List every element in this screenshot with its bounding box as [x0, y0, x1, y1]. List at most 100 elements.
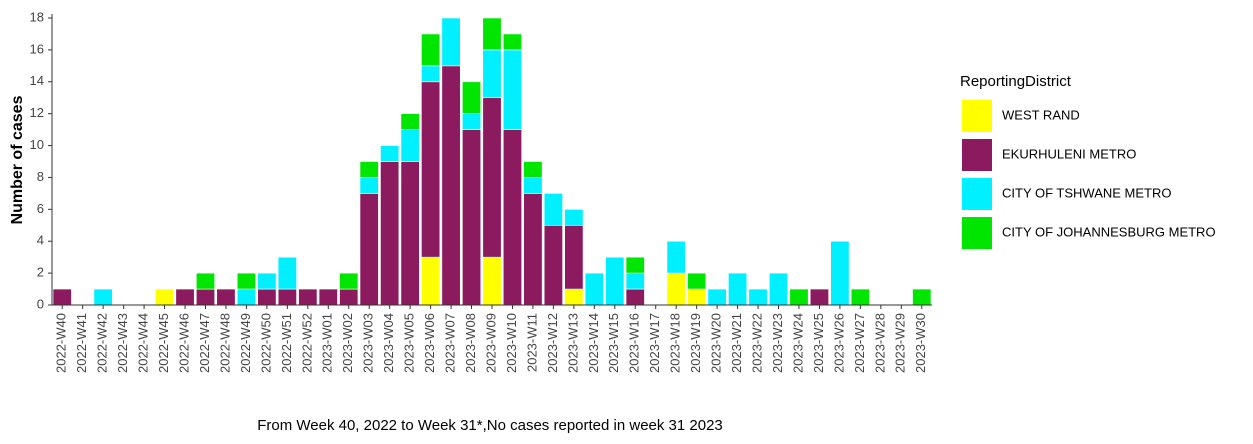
bar-segment: [564, 224, 584, 290]
y-tick-label: 16: [30, 41, 44, 56]
x-tick-label: 2022-W43: [115, 313, 130, 373]
bar-segment: [441, 65, 461, 306]
x-tick-label: 2023-W10: [504, 313, 519, 373]
x-tick-label: 2022-W47: [197, 313, 212, 373]
y-axis-title: Number of cases: [9, 95, 26, 224]
bar-segment: [52, 288, 72, 306]
bar-segment: [400, 129, 420, 162]
bar-segment: [728, 272, 748, 306]
bar-segment: [421, 256, 441, 306]
legend-label: CITY OF TSHWANE METRO: [1002, 185, 1172, 200]
x-tick-label: 2023-W04: [381, 313, 396, 373]
bar-segment: [605, 256, 625, 306]
x-tick-label: 2023-W06: [422, 313, 437, 373]
x-tick-label: 2022-W50: [258, 313, 273, 373]
bar-segment: [666, 272, 686, 306]
x-tick-label: 2023-W05: [402, 313, 417, 373]
x-tick-label: 2022-W49: [238, 313, 253, 373]
x-tick-label: 2022-W46: [176, 313, 191, 373]
bar-segment: [462, 113, 482, 130]
y-tick-label: 6: [37, 201, 44, 216]
x-tick-label: 2022-W44: [136, 313, 151, 373]
bar-segment: [523, 193, 543, 306]
x-tick-label: 2023-W22: [749, 313, 764, 373]
bar-segment: [359, 161, 379, 178]
bar-segment: [175, 288, 195, 306]
x-tick-label: 2023-W26: [831, 313, 846, 373]
x-tick-label: 2023-W25: [811, 313, 826, 373]
bar-segment: [502, 33, 522, 51]
x-tick-label: 2023-W29: [893, 313, 908, 373]
legend-label: EKURHULENI METRO: [1002, 146, 1136, 161]
bar-segment: [564, 288, 584, 306]
bar-segment: [502, 49, 522, 130]
x-tick-label: 2023-W11: [524, 313, 539, 372]
bar-segment: [502, 129, 522, 306]
bar-segment: [400, 161, 420, 306]
x-tick-label: 2023-W23: [770, 313, 785, 373]
x-tick-label: 2023-W02: [340, 313, 355, 373]
bar-segment: [277, 256, 297, 290]
x-tick-label: 2023-W16: [627, 313, 642, 373]
bar-segment: [584, 272, 604, 306]
y-tick-label: 4: [37, 233, 44, 248]
bar-segment: [277, 288, 297, 306]
x-tick-label: 2023-W14: [586, 313, 601, 373]
y-tick-label: 14: [30, 73, 44, 88]
bar-segment: [236, 288, 256, 306]
x-tick-label: 2022-W42: [95, 313, 110, 373]
bar-segment: [564, 209, 584, 226]
bar-segment: [482, 97, 502, 258]
bar-segment: [850, 288, 870, 306]
bar-segment: [359, 177, 379, 194]
bar-segment: [625, 272, 645, 290]
bar-segment: [359, 193, 379, 306]
y-tick-label: 8: [37, 169, 44, 184]
x-tick-label: 2023-W09: [483, 313, 498, 373]
bar-segment: [748, 288, 768, 306]
x-tick-label: 2023-W18: [668, 313, 683, 373]
x-tick-label: 2022-W52: [299, 313, 314, 373]
bar-segment: [339, 272, 359, 290]
bar-segment: [687, 272, 707, 290]
x-tick-label: 2022-W51: [279, 313, 294, 373]
x-tick-label: 2023-W01: [320, 313, 335, 373]
x-tick-label: 2023-W19: [688, 313, 703, 373]
x-tick-label: 2023-W07: [443, 313, 458, 373]
bar-segment: [380, 145, 400, 162]
bar-segment: [421, 33, 441, 67]
bar-segment: [482, 17, 502, 51]
bar-segment: [482, 49, 502, 99]
bar-segment: [236, 272, 256, 290]
bar-segment: [809, 288, 829, 306]
bar-segment: [298, 288, 318, 306]
x-tick-label: 2023-W13: [565, 313, 580, 373]
bar-segment: [257, 272, 277, 290]
bar-segment: [523, 161, 543, 178]
x-tick-label: 2023-W21: [729, 313, 744, 373]
bar-segment: [462, 81, 482, 114]
legend-key: [962, 217, 992, 249]
bar-segment: [482, 256, 502, 306]
x-tick-label: 2023-W27: [852, 313, 867, 373]
legend-key: [962, 100, 992, 132]
bar-segment: [666, 240, 686, 274]
x-tick-label: 2023-W08: [463, 313, 478, 373]
bar-segment: [421, 81, 441, 258]
x-tick-label: 2023-W30: [913, 313, 928, 373]
bar-segment: [830, 240, 850, 306]
y-tick-label: 12: [30, 105, 44, 120]
bar-segment: [216, 288, 236, 306]
legend-label: CITY OF JOHANNESBURG METRO: [1002, 224, 1216, 239]
x-tick-label: 2023-W03: [361, 313, 376, 373]
x-tick-label: 2022-W48: [217, 313, 232, 373]
legend-label: WEST RAND: [1002, 107, 1080, 122]
x-tick-label: 2023-W24: [790, 313, 805, 373]
bar-segment: [195, 272, 215, 290]
bar-segment: [462, 129, 482, 306]
y-tick-label: 18: [30, 9, 44, 24]
x-axis-title: From Week 40, 2022 to Week 31*,No cases …: [257, 417, 723, 434]
y-tick-label: 0: [37, 296, 44, 311]
bar-segment: [769, 272, 789, 306]
